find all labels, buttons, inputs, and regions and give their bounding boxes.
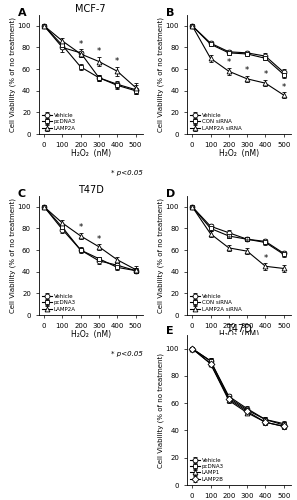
- Text: E: E: [166, 326, 173, 336]
- Text: * p<0.05: * p<0.05: [111, 170, 143, 176]
- Text: *: *: [263, 254, 268, 263]
- Legend: Vehicle, CON siRNA, LAMP2A siRNA: Vehicle, CON siRNA, LAMP2A siRNA: [189, 112, 242, 132]
- Text: *: *: [245, 238, 249, 247]
- Text: C: C: [18, 189, 26, 199]
- Text: *: *: [79, 40, 83, 48]
- Legend: Vehicle, pcDNA3, LAMP1, LAMP2B: Vehicle, pcDNA3, LAMP1, LAMP2B: [189, 457, 225, 482]
- Text: B: B: [166, 8, 174, 18]
- Text: * p<0.05: * p<0.05: [111, 350, 143, 356]
- Title: MCF-7: MCF-7: [75, 4, 106, 14]
- Text: *: *: [227, 234, 231, 244]
- Text: *: *: [97, 234, 101, 244]
- Text: D: D: [166, 189, 175, 199]
- X-axis label: H₂O₂  (nM): H₂O₂ (nM): [71, 149, 111, 158]
- X-axis label: H₂O₂  (nM): H₂O₂ (nM): [219, 330, 259, 339]
- X-axis label: H₂O₂  (nM): H₂O₂ (nM): [71, 330, 111, 339]
- Y-axis label: Cell Viability (% of no treatment): Cell Viability (% of no treatment): [158, 17, 164, 132]
- Y-axis label: Cell Viability (% of no treatment): Cell Viability (% of no treatment): [158, 352, 164, 468]
- Text: *: *: [245, 66, 249, 74]
- Text: A: A: [18, 8, 26, 18]
- Legend: Vehicle, pcDNA3, LAMP2A: Vehicle, pcDNA3, LAMP2A: [41, 112, 76, 132]
- Y-axis label: Cell Viability (% of no treatment): Cell Viability (% of no treatment): [158, 198, 164, 313]
- Title: T47D: T47D: [78, 185, 104, 195]
- Legend: Vehicle, CON siRNA, LAMP2A siRNA: Vehicle, CON siRNA, LAMP2A siRNA: [189, 294, 242, 312]
- Text: *: *: [97, 47, 101, 56]
- Text: *: *: [115, 57, 119, 66]
- Legend: Vehicle, pcDNA3, LAMP2A: Vehicle, pcDNA3, LAMP2A: [41, 294, 76, 312]
- Y-axis label: Cell Viability (% of no treatment): Cell Viability (% of no treatment): [10, 17, 16, 132]
- X-axis label: H₂O₂  (nM): H₂O₂ (nM): [219, 149, 259, 158]
- Text: *: *: [263, 70, 268, 79]
- Title: T47D: T47D: [226, 324, 252, 334]
- Text: *: *: [282, 83, 286, 92]
- Text: *: *: [79, 222, 83, 232]
- Text: *: *: [227, 58, 231, 67]
- Y-axis label: Cell Viability (% of no treatment): Cell Viability (% of no treatment): [10, 198, 16, 313]
